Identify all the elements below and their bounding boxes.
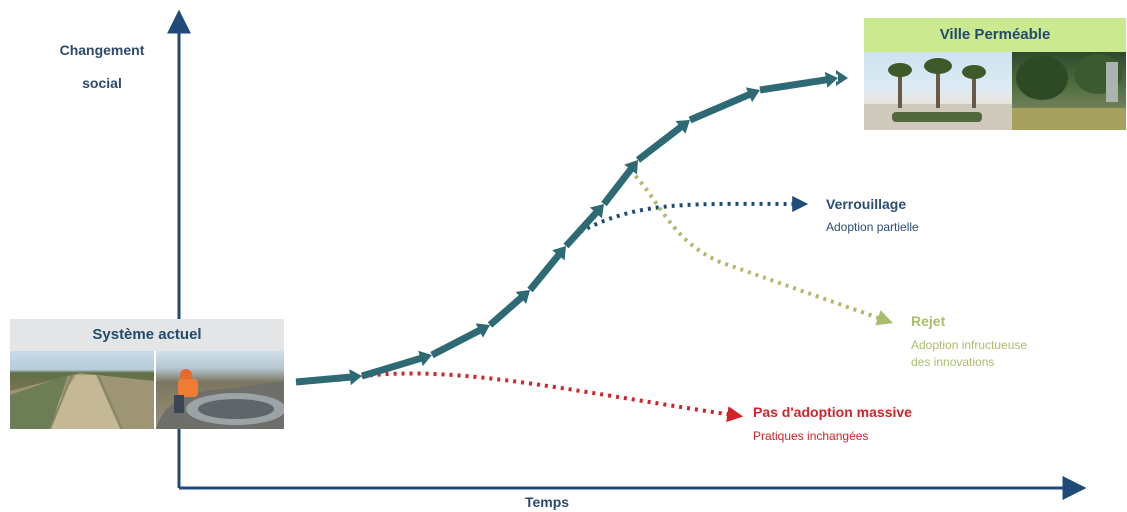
main-curve-arrow-0: [295, 369, 362, 386]
outcome-lock-title: Verrouillage: [826, 196, 907, 212]
main-curve-arrow-6: [601, 160, 638, 207]
path-reject: [628, 168, 894, 326]
y-axis-label: Changement social: [59, 42, 145, 91]
plaza-palm-trees-photo: [864, 52, 1012, 130]
main-curve-arrow-4: [527, 246, 566, 293]
canal-photo: [10, 351, 154, 429]
outcome-lock-subtitle: Adoption partielle: [826, 220, 919, 234]
pipe-worker-photo: [156, 351, 284, 429]
path-no-adoption: [337, 371, 744, 423]
main-curve-arrow-3: [487, 290, 530, 328]
outcome-none-subtitle: Pratiques inchangées: [753, 429, 869, 443]
main-curve-arrow-5: [563, 204, 604, 249]
path-lock-in: [579, 195, 809, 234]
goal-title: Ville Perméable: [864, 18, 1126, 52]
outcome-reject-subtitle: Adoption infructueuse des innovations: [911, 338, 1028, 369]
x-axis-label: Temps: [524, 494, 570, 510]
main-curve-arrow-9: [759, 71, 838, 94]
main-curve-arrow-10: [836, 70, 848, 86]
green-park-photo: [1012, 52, 1126, 130]
main-curve-arrow-7: [635, 120, 690, 163]
outcome-reject-title: Rejet: [911, 313, 946, 329]
current-system-title: Système actuel: [10, 319, 284, 351]
outcome-none-title: Pas d'adoption massive: [753, 404, 912, 420]
main-curve-arrow-8: [688, 87, 760, 124]
main-curve-arrow-1: [361, 350, 432, 380]
main-curve-arrow-2: [430, 323, 490, 359]
main-transition-curve: [295, 70, 848, 386]
